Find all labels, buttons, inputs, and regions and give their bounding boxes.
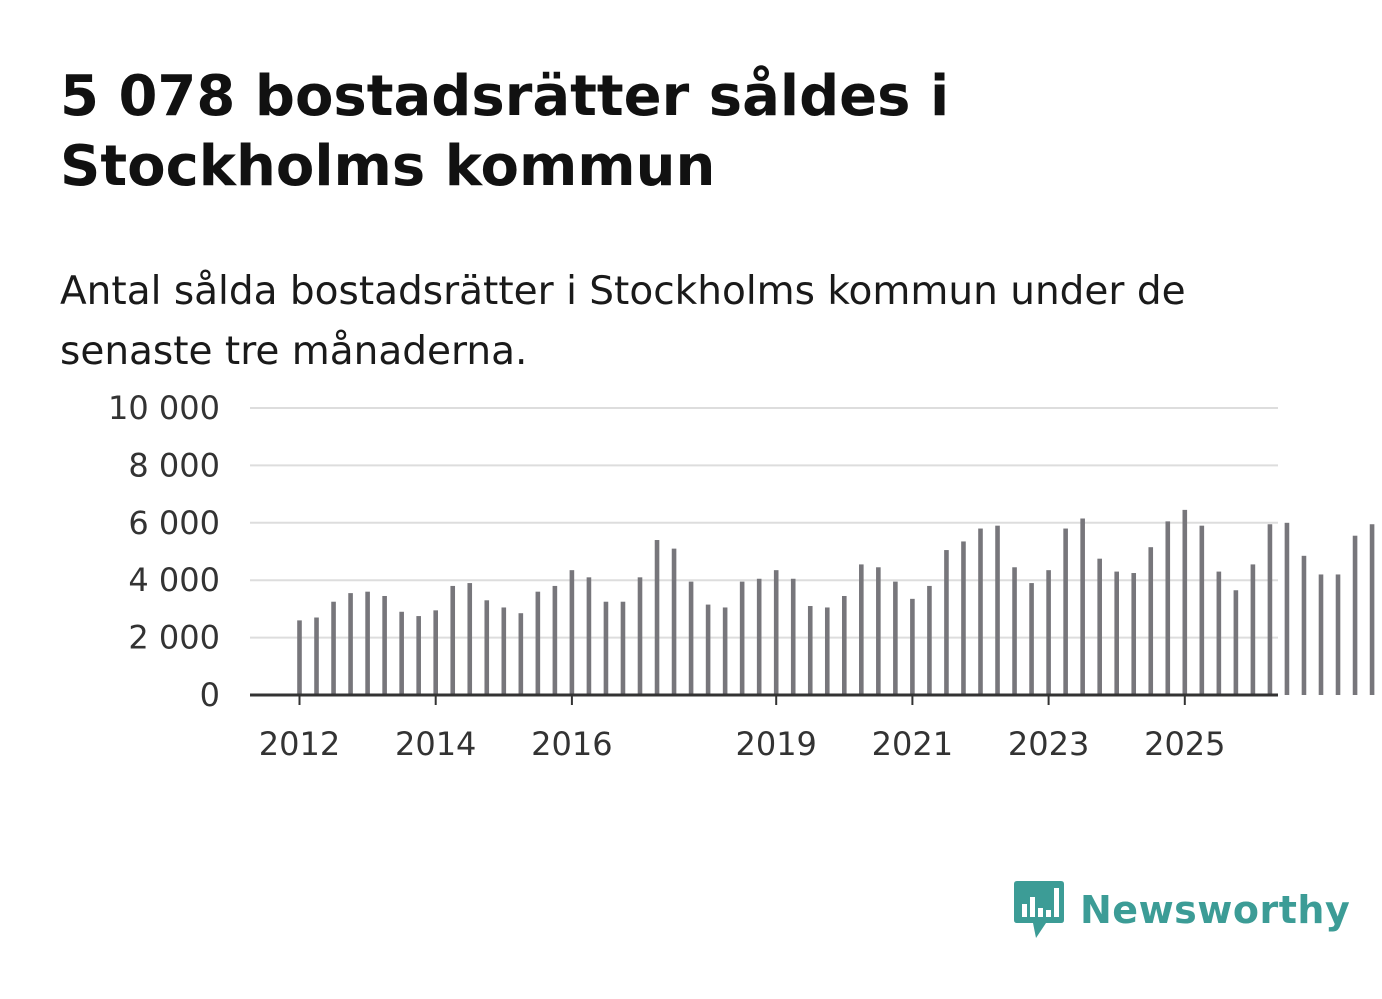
bar — [399, 611, 404, 695]
bar — [535, 591, 541, 695]
x-tick-label: 2016 — [531, 725, 612, 763]
y-tick-label: 2 000 — [128, 619, 220, 657]
bar — [1114, 571, 1119, 695]
bar — [671, 548, 677, 695]
bar — [893, 581, 898, 695]
bar — [1182, 509, 1188, 695]
y-tick-label: 6 000 — [128, 504, 220, 542]
bar — [416, 616, 421, 695]
bar — [501, 607, 507, 695]
bar — [365, 591, 370, 695]
bar — [688, 581, 694, 695]
bar — [1216, 571, 1222, 695]
bar — [1063, 528, 1068, 695]
bar — [1335, 574, 1341, 695]
bar — [1131, 573, 1137, 695]
bar — [586, 577, 592, 695]
bar — [1012, 567, 1017, 695]
bar — [824, 607, 830, 695]
bar — [722, 607, 728, 695]
x-tick-label: 2019 — [735, 725, 816, 763]
bar — [1301, 555, 1307, 695]
bar — [1250, 564, 1256, 695]
bar — [1233, 590, 1239, 695]
bar — [995, 525, 1000, 695]
bar — [705, 604, 711, 695]
bar — [348, 593, 353, 695]
bar — [739, 581, 745, 695]
bar — [518, 613, 524, 695]
bar-chart: 0 2 000 4 000 6 000 8 000 10 000 2012 2014 2016 2… — [108, 389, 1375, 763]
bar — [910, 598, 915, 695]
bar — [859, 564, 864, 695]
bar — [773, 570, 779, 695]
bar — [1267, 524, 1273, 695]
bar — [569, 570, 575, 695]
bar — [382, 595, 387, 695]
bar — [944, 550, 949, 695]
bar — [637, 577, 643, 695]
bar — [314, 617, 319, 695]
bar — [484, 600, 490, 695]
bar — [876, 567, 881, 695]
chart-title: 5 078 bostadsrätter såldes i Stockholms … — [60, 64, 950, 199]
bar — [297, 620, 302, 695]
bar — [433, 610, 438, 695]
bar — [620, 601, 626, 695]
bar — [1352, 535, 1358, 695]
bar — [961, 541, 966, 695]
bar — [1029, 583, 1034, 695]
bar — [1165, 521, 1171, 695]
x-tick-label: 2014 — [395, 725, 476, 763]
bar — [552, 585, 558, 695]
bar — [1284, 522, 1290, 695]
bar — [467, 583, 473, 695]
chart-subtitle: Antal sålda bostadsrätter i Stockholms k… — [60, 269, 1186, 374]
bar — [807, 606, 813, 695]
y-tick-label: 8 000 — [128, 446, 220, 484]
y-tick-label: 0 — [200, 676, 220, 714]
y-tick-label: 10 000 — [108, 389, 220, 427]
x-tick-label: 2025 — [1144, 725, 1225, 763]
newsworthy-chart-bubble-icon — [1014, 881, 1064, 938]
bar — [1097, 558, 1102, 695]
bar — [842, 595, 847, 695]
bar — [756, 578, 762, 695]
bar — [1080, 518, 1085, 695]
x-tick-label: 2012 — [259, 725, 340, 763]
x-tick-label: 2023 — [1008, 725, 1089, 763]
brand-logo: Newsworthy — [1012, 880, 1350, 940]
bar — [1148, 547, 1154, 695]
y-tick-label: 4 000 — [128, 561, 220, 599]
x-tick-label: 2021 — [872, 725, 953, 763]
bar — [927, 585, 932, 695]
bar — [1199, 525, 1205, 695]
bar — [1318, 574, 1324, 695]
bar — [790, 578, 796, 695]
bar — [978, 528, 983, 695]
bar — [603, 601, 609, 695]
bar — [1369, 524, 1375, 695]
bar — [1046, 570, 1051, 695]
bar — [450, 585, 456, 695]
bar — [331, 601, 336, 695]
brand-name: Newsworthy — [1080, 888, 1351, 932]
bar — [654, 540, 660, 695]
